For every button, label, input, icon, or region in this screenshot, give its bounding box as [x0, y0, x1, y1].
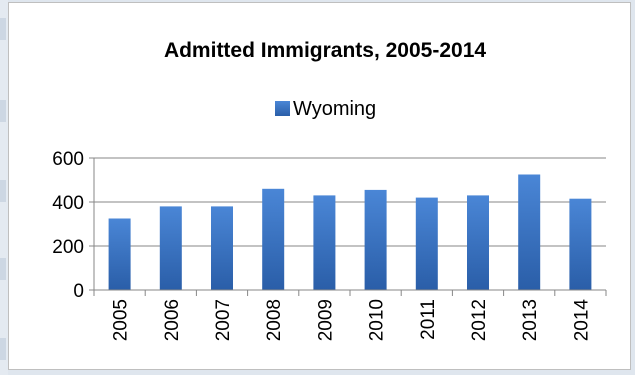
x-tick-label-2008: 2008 [264, 299, 285, 341]
x-tick-label-2012: 2012 [469, 299, 490, 341]
legend-swatch-wyoming [275, 101, 290, 116]
sheet-row-marker [0, 18, 6, 40]
y-axis-ticks: 0 200 400 600 [52, 149, 94, 302]
x-tick-label-2010: 2010 [367, 299, 388, 341]
x-tick-label-2006: 2006 [162, 299, 183, 341]
bar-2014 [569, 198, 592, 290]
bar-2010 [364, 189, 387, 290]
x-tick-label-2005: 2005 [111, 299, 132, 341]
sheet-row-marker [0, 338, 6, 360]
y-tick-label: 0 [73, 281, 84, 302]
bar-2012 [467, 195, 489, 290]
legend-label-wyoming: Wyoming [293, 98, 376, 120]
sheet-row-marker [0, 180, 6, 202]
x-tick-label-2011: 2011 [418, 299, 439, 340]
legend: Wyoming [275, 98, 376, 120]
chart-canvas: Admitted Immigrants, 2005-2014 Wyoming 0… [52, 39, 607, 342]
bar-2005 [108, 218, 131, 290]
bar-2011 [415, 197, 438, 290]
bar-2007 [211, 206, 233, 290]
bar-2013 [518, 174, 541, 290]
sheet-row-marker [0, 100, 6, 122]
y-tick-label: 600 [52, 149, 84, 170]
x-tick-label-2007: 2007 [213, 299, 234, 341]
chart-title: Admitted Immigrants, 2005-2014 [164, 39, 486, 62]
sheet-edge [0, 0, 8, 375]
bar-2008 [262, 188, 285, 290]
y-tick-label: 200 [52, 237, 84, 258]
x-tick-label-2009: 2009 [315, 299, 336, 341]
bar-2009 [313, 195, 336, 290]
x-axis-ticks: 2005 2006 2007 2008 2009 2010 2011 2012 2013 2014 [93, 290, 607, 342]
sheet-row-marker [0, 258, 6, 280]
bar-2006 [159, 206, 182, 290]
x-tick-label-2013: 2013 [520, 299, 541, 341]
y-tick-label: 400 [52, 193, 84, 214]
bars [108, 174, 592, 290]
chart-area[interactable]: Admitted Immigrants, 2005-2014 Wyoming 0… [8, 2, 631, 370]
x-tick-label-2014: 2014 [571, 299, 592, 342]
